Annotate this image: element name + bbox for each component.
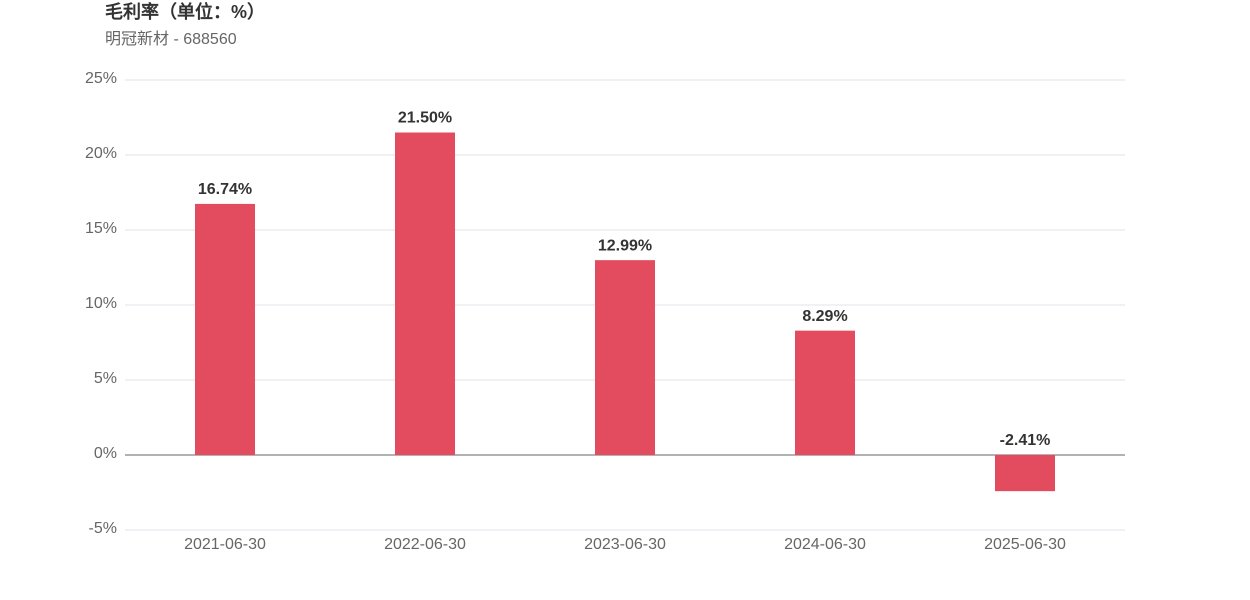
x-tick-label: 2025-06-30 — [984, 536, 1066, 553]
bar — [395, 132, 455, 455]
bar — [995, 455, 1055, 492]
x-tick-label: 2021-06-30 — [184, 536, 266, 553]
y-tick-label: 25% — [85, 70, 117, 87]
value-label: -2.41% — [1000, 432, 1051, 449]
chart-title: 毛利率（单位：%） — [105, 1, 265, 22]
x-tick-label: 2024-06-30 — [784, 536, 866, 553]
value-label: 21.50% — [398, 110, 452, 127]
chart-subtitle: 明冠新材 - 688560 — [105, 30, 237, 48]
value-label: 16.74% — [198, 181, 252, 198]
value-label: 12.99% — [598, 237, 652, 254]
bar — [195, 203, 255, 455]
y-tick-label: 20% — [85, 145, 117, 162]
y-tick-label: 5% — [94, 370, 117, 387]
value-label: 8.29% — [802, 308, 847, 325]
bar — [595, 260, 655, 455]
y-tick-label: 15% — [85, 220, 117, 237]
bar — [795, 330, 855, 455]
x-tick-label: 2022-06-30 — [384, 536, 466, 553]
y-tick-label: 10% — [85, 295, 117, 312]
y-tick-label: 0% — [94, 445, 117, 462]
y-tick-label: -5% — [89, 520, 117, 537]
x-tick-label: 2023-06-30 — [584, 536, 666, 553]
